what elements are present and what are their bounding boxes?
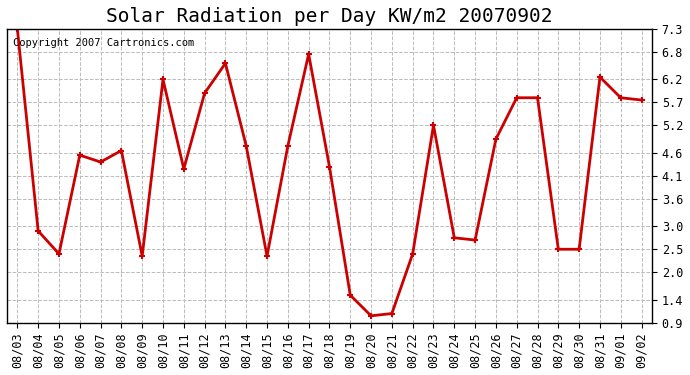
- Text: Copyright 2007 Cartronics.com: Copyright 2007 Cartronics.com: [13, 38, 195, 48]
- Title: Solar Radiation per Day KW/m2 20070902: Solar Radiation per Day KW/m2 20070902: [106, 7, 553, 26]
